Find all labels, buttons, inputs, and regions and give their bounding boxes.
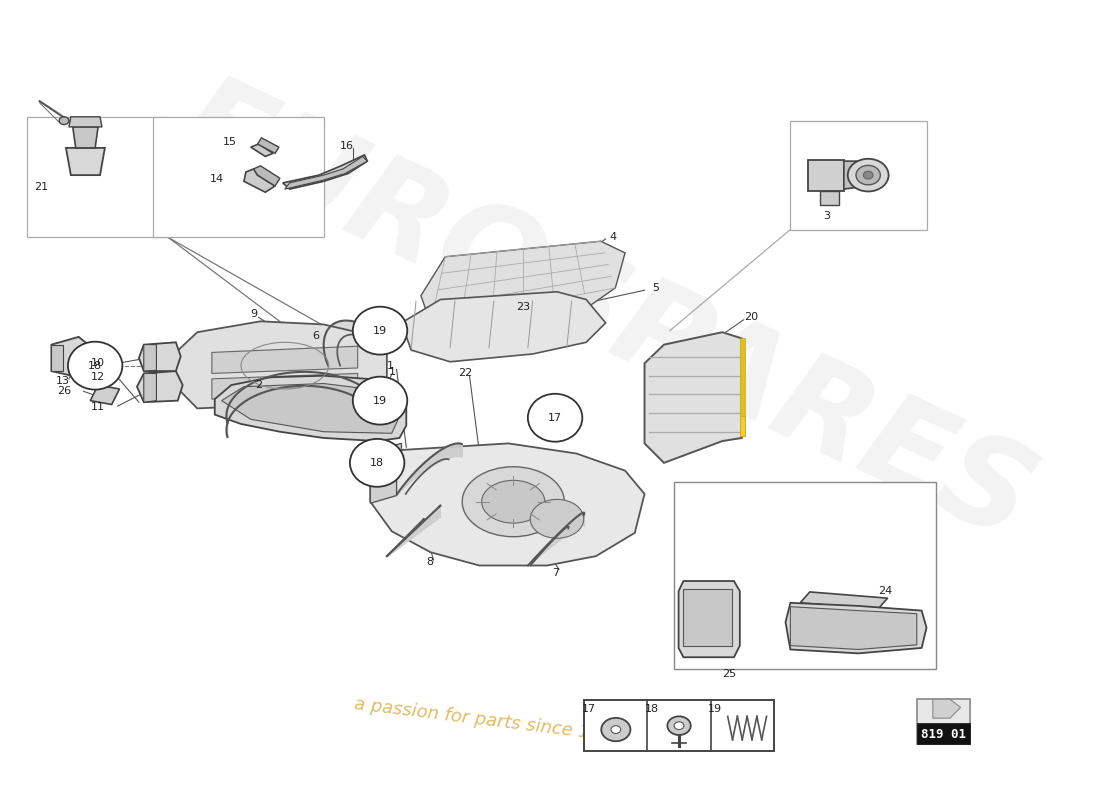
Ellipse shape [530, 499, 584, 538]
Text: 26: 26 [57, 386, 70, 396]
Ellipse shape [602, 718, 630, 742]
Bar [28, 117, 168, 238]
Text: 16: 16 [340, 141, 354, 150]
Text: a passion for parts since 1985: a passion for parts since 1985 [353, 695, 625, 746]
Polygon shape [785, 603, 926, 654]
Polygon shape [144, 374, 156, 402]
Text: 6: 6 [312, 331, 319, 341]
Text: 25: 25 [723, 670, 736, 679]
Polygon shape [371, 443, 645, 566]
Text: 19: 19 [373, 326, 387, 336]
Ellipse shape [482, 480, 544, 523]
Polygon shape [251, 144, 273, 157]
Text: 10: 10 [91, 358, 104, 368]
Bar [584, 701, 774, 751]
Ellipse shape [462, 466, 564, 537]
Ellipse shape [59, 117, 69, 125]
Text: 4: 4 [609, 232, 617, 242]
Polygon shape [371, 474, 397, 503]
Text: 18: 18 [370, 458, 384, 468]
Text: 20: 20 [744, 312, 758, 322]
Text: 13: 13 [56, 376, 70, 386]
Ellipse shape [864, 171, 873, 179]
Text: 22: 22 [458, 369, 472, 378]
Ellipse shape [68, 342, 122, 390]
Polygon shape [820, 190, 839, 205]
Polygon shape [69, 117, 102, 127]
Polygon shape [244, 169, 275, 192]
Polygon shape [139, 342, 180, 371]
Text: 24: 24 [878, 586, 892, 596]
Text: 5: 5 [652, 283, 659, 293]
Bar [916, 699, 970, 744]
Polygon shape [645, 332, 741, 463]
Polygon shape [138, 371, 183, 402]
Bar [791, 121, 926, 230]
Polygon shape [221, 383, 399, 434]
Polygon shape [90, 385, 120, 405]
Polygon shape [257, 138, 279, 154]
Bar [916, 722, 970, 744]
Text: 17: 17 [582, 704, 596, 714]
Text: 2: 2 [255, 380, 263, 390]
Polygon shape [402, 292, 606, 362]
Polygon shape [740, 338, 745, 436]
Text: 18: 18 [645, 704, 659, 714]
Polygon shape [212, 346, 358, 374]
Polygon shape [227, 403, 238, 419]
Polygon shape [800, 592, 888, 609]
Bar [154, 117, 323, 238]
Text: 19: 19 [708, 704, 722, 714]
Polygon shape [52, 337, 88, 378]
Text: EUROSPARES: EUROSPARES [160, 64, 1052, 566]
Polygon shape [679, 581, 740, 658]
Polygon shape [212, 374, 358, 399]
Polygon shape [844, 161, 878, 189]
Text: 14: 14 [210, 174, 224, 184]
Polygon shape [52, 345, 63, 371]
Polygon shape [285, 157, 367, 189]
Polygon shape [214, 376, 406, 441]
Text: 11: 11 [91, 402, 104, 412]
Polygon shape [73, 127, 98, 148]
Ellipse shape [848, 158, 889, 191]
Text: 1: 1 [388, 367, 396, 377]
Text: 819 01: 819 01 [921, 728, 966, 741]
Text: 15: 15 [222, 137, 236, 146]
Text: 18: 18 [88, 361, 102, 370]
Polygon shape [933, 699, 960, 718]
Polygon shape [683, 589, 732, 646]
Polygon shape [740, 416, 745, 436]
Text: 3: 3 [824, 210, 830, 221]
Text: 9: 9 [251, 309, 257, 318]
Polygon shape [371, 443, 402, 474]
Polygon shape [791, 606, 916, 650]
Text: 21: 21 [34, 182, 48, 192]
Text: 1: 1 [387, 362, 394, 371]
Ellipse shape [353, 377, 407, 425]
Ellipse shape [353, 306, 407, 354]
Ellipse shape [610, 726, 620, 734]
Polygon shape [283, 155, 367, 189]
Ellipse shape [674, 722, 684, 730]
Ellipse shape [668, 716, 691, 735]
Text: 7: 7 [552, 568, 559, 578]
Text: 17: 17 [548, 413, 562, 422]
Polygon shape [605, 719, 627, 740]
Polygon shape [144, 345, 156, 371]
Polygon shape [254, 166, 279, 186]
Ellipse shape [856, 166, 880, 185]
Text: 23: 23 [516, 302, 530, 312]
Polygon shape [421, 242, 625, 334]
Polygon shape [378, 403, 389, 419]
Ellipse shape [528, 394, 582, 442]
Polygon shape [807, 159, 844, 190]
Text: 19: 19 [373, 396, 387, 406]
Ellipse shape [350, 439, 405, 486]
Text: 12: 12 [91, 372, 104, 382]
Bar [673, 482, 936, 669]
Polygon shape [66, 148, 104, 175]
Polygon shape [176, 322, 387, 409]
Text: 8: 8 [426, 558, 433, 567]
